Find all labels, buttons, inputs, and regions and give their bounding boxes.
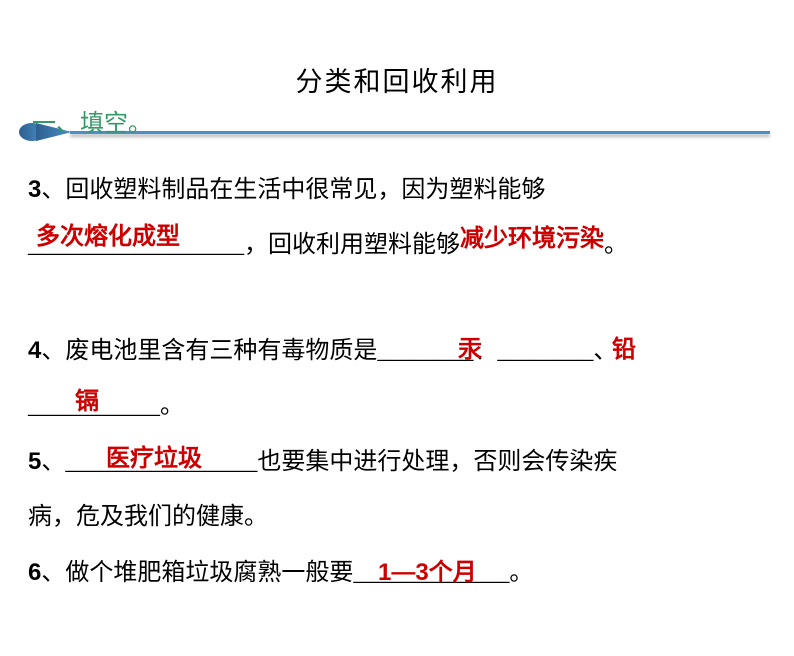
q3-line1: 33、回收塑料制品在生活中很常见，因为塑料能够、回收塑料制品在生活中很常见，因为… [28,165,766,215]
slide-title: 分类和回收利用 [0,60,794,99]
q6-line1: 6、做个堆肥箱垃圾腐熟一般要_____________。 1—3个月 [28,548,766,598]
q5-line1: 5、________________也要集中进行处理，否则会传染疾 医疗垃圾 [28,437,766,487]
divider-line [70,131,770,134]
q4-line1: 4、废电池里含有三种有毒物质是________、________、 汞 铅 [28,326,766,376]
q5-answer: 医疗垃圾 [106,435,202,484]
q3-line2: 多次熔化成型 __________________，回收利用塑料能够减少环境污染… [28,221,766,319]
q5-line2: 病，危及我们的健康。 [28,493,766,542]
q3-answer2: 减少环境污染 [460,226,604,252]
q3-answer1: 多次熔化成型 [36,213,180,262]
content-area: 33、回收塑料制品在生活中很常见，因为塑料能够、回收塑料制品在生活中很常见，因为… [0,165,794,599]
divider-wrapper: 一、填空。 [0,121,794,143]
q6-answer: 1—3个月 [378,548,477,598]
q4-answer1: 汞 [458,326,482,375]
q4-answer2: 铅 [612,326,636,375]
section-header: 一、填空。 [32,103,152,138]
q4-answer3: 镉 [75,378,99,427]
q4-line2: 镉 ___________。 [28,382,766,431]
